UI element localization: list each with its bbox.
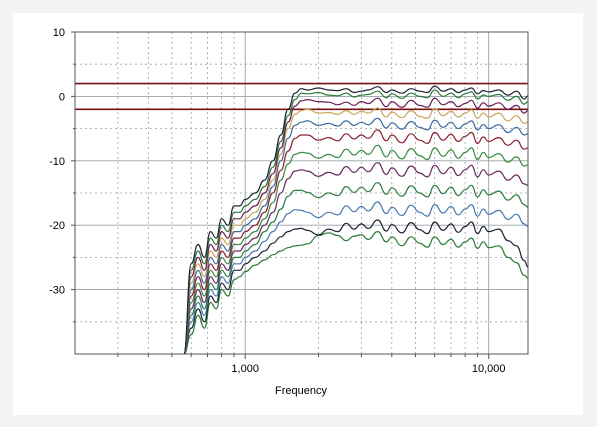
series-line-8 <box>183 162 528 354</box>
series-lines <box>183 85 528 354</box>
grid-lines <box>75 32 528 354</box>
y-tick-label: 10 <box>53 27 65 39</box>
y-tick-label: -20 <box>49 220 65 232</box>
x-axis-ticks: 1,000 10,000 <box>117 354 506 375</box>
series-line-12 <box>183 231 528 354</box>
series-line-5 <box>183 117 528 354</box>
series-line-3 <box>183 97 528 354</box>
x-tick-label: 1,000 <box>231 363 259 375</box>
series-line-6 <box>183 129 528 354</box>
x-tick-label: 10,000 <box>472 363 506 375</box>
series-line-9 <box>183 182 528 354</box>
frequency-response-chart: 10 0 -10 -20 -30 1,000 10,000 Frequency <box>49 27 529 397</box>
series-line-4 <box>183 107 528 354</box>
y-axis-ticks: 10 0 -10 -20 -30 <box>49 27 75 323</box>
series-line-11 <box>183 219 528 354</box>
series-line-2 <box>183 89 528 354</box>
x-axis-title: Frequency <box>275 385 327 397</box>
reference-lines <box>75 82 528 111</box>
series-line-1 <box>183 85 528 354</box>
y-tick-label: -10 <box>49 156 65 168</box>
chart-frame: 10 0 -10 -20 -30 1,000 10,000 Frequency <box>13 13 583 415</box>
series-line-10 <box>183 201 528 354</box>
y-tick-label: -30 <box>49 285 65 297</box>
y-tick-label: 0 <box>59 91 65 103</box>
series-line-7 <box>183 144 528 354</box>
